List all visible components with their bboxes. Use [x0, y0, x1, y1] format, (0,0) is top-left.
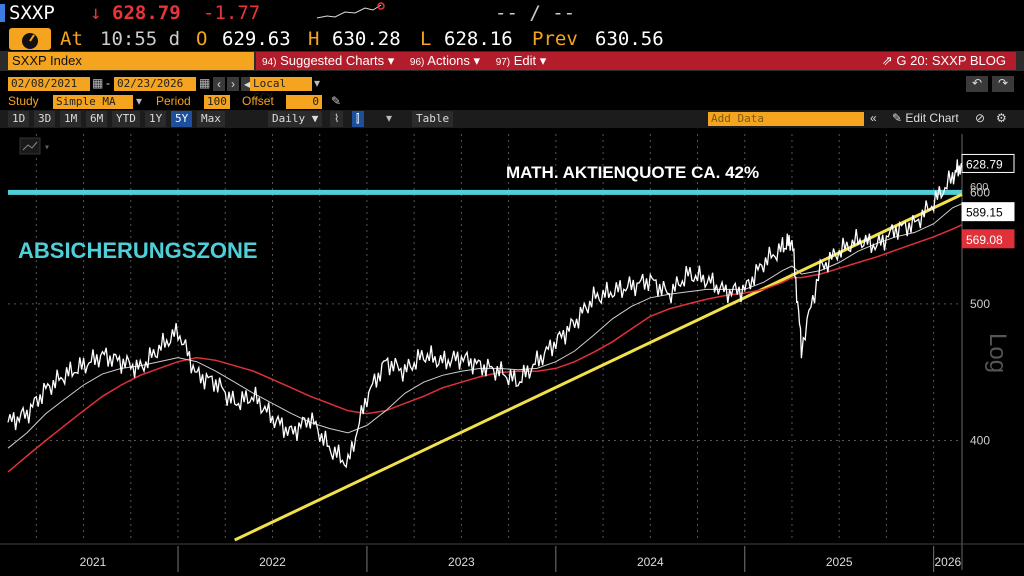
x-tick-label: 2025: [826, 555, 853, 569]
suggested-charts-menu[interactable]: 94) Suggested Charts ▾: [262, 53, 395, 68]
edit-chart-button[interactable]: ✎ Edit Chart: [892, 111, 959, 125]
chevron-down-icon[interactable]: ▾: [44, 142, 50, 153]
annotate-icon[interactable]: ⊘: [975, 111, 986, 125]
frequency-select[interactable]: Daily ▼: [268, 111, 323, 127]
external-link-icon: ⇗: [881, 53, 897, 68]
collapse-icon[interactable]: «: [870, 111, 877, 125]
study-select[interactable]: Simple MA: [53, 95, 133, 109]
range-button-3d[interactable]: 3D: [34, 111, 56, 127]
last-value-label: 569.08: [966, 233, 1003, 247]
date-separator: -: [106, 76, 110, 90]
y-tick-label: 600: [970, 185, 990, 199]
at-label: At: [60, 28, 83, 50]
study-label: Study: [8, 94, 39, 108]
zone-annotation: ABSICHERUNGSZONE: [18, 238, 258, 263]
offset-input[interactable]: 0: [286, 95, 322, 109]
calendar-icon[interactable]: ▦: [92, 76, 104, 90]
ticker-marker: [0, 4, 5, 22]
low-label: L: [420, 28, 432, 50]
last-value-box: [961, 153, 1015, 173]
chevron-down-icon[interactable]: ▾: [386, 111, 393, 125]
add-data-input[interactable]: Add Data: [708, 112, 864, 126]
end-date-input[interactable]: 02/23/2026: [114, 77, 196, 91]
gear-icon[interactable]: ⚙: [996, 111, 1007, 125]
gauge-icon[interactable]: [9, 28, 51, 50]
range-button-max[interactable]: Max: [197, 111, 225, 127]
pencil-icon[interactable]: ✎: [331, 94, 342, 108]
chevron-down-icon[interactable]: ▾: [136, 94, 143, 108]
x-tick-label: 2023: [448, 555, 475, 569]
series-price: [7, 159, 963, 469]
price-change: -1.77: [203, 2, 261, 24]
start-date-input[interactable]: 02/08/2021: [8, 77, 90, 91]
low-value: 628.16: [444, 28, 513, 50]
last-value-box: [961, 229, 1015, 249]
range-button-1y[interactable]: 1Y: [145, 111, 167, 127]
x-tick-label: 2024: [637, 555, 664, 569]
last-value-label: 589.15: [966, 206, 1003, 220]
quote-detail-row: At 10:55 d O 629.63 H 630.28 L 628.16 Pr…: [0, 27, 1024, 51]
high-value: 630.28: [332, 28, 401, 50]
x-tick-label: 2021: [80, 555, 107, 569]
y-axis-label: Log: [984, 333, 1011, 373]
y-tick-label: 500: [970, 297, 990, 311]
last-value-box: [961, 202, 1015, 222]
quote-header: SXXP ↓ 628.79 -1.77 -- / --: [0, 0, 1024, 26]
grid: [0, 134, 1024, 570]
range-button-6m[interactable]: 6M: [86, 111, 108, 127]
period-input[interactable]: 100: [204, 95, 230, 109]
y-tick-label: 400: [970, 434, 990, 448]
open-label: O: [196, 28, 208, 50]
line-chart-icon[interactable]: ⌇: [330, 111, 344, 127]
y-tick-label: 600: [970, 181, 988, 193]
next-period-icon[interactable]: ›: [227, 77, 239, 91]
math-annotation: MATH. AKTIENQUOTE CA. 42%: [506, 163, 759, 182]
sparkline-icon: [316, 2, 385, 19]
down-arrow-icon: ↓: [90, 2, 102, 24]
high-label: H: [308, 28, 320, 50]
trendline: [234, 193, 963, 542]
prev-label: Prev: [532, 28, 578, 50]
range-button-1d[interactable]: 1D: [8, 111, 30, 127]
undo-icon[interactable]: ↶: [966, 76, 988, 92]
action-bar: 94) Suggested Charts ▾ 96) Actions ▾ 97)…: [256, 52, 1016, 70]
period-label: Period: [156, 94, 191, 108]
ticker-symbol[interactable]: SXXP: [9, 2, 55, 24]
chevron-down-icon[interactable]: ▾: [314, 76, 321, 90]
security-name[interactable]: SXXP Index: [8, 52, 254, 70]
redo-icon[interactable]: ↷: [992, 76, 1014, 92]
table-button[interactable]: Table: [412, 111, 454, 127]
bid-ask: -- / --: [495, 2, 576, 24]
range-button-5y[interactable]: 5Y: [171, 111, 193, 127]
bar-chart-icon[interactable]: ⫿: [352, 111, 364, 127]
series-ma-short: [7, 203, 963, 449]
last-value-label: 628.79: [966, 157, 1003, 171]
open-value: 629.63: [222, 28, 291, 50]
offset-label: Offset: [242, 94, 274, 108]
range-button-1m[interactable]: 1M: [60, 111, 82, 127]
pencil-icon: ✎: [892, 111, 906, 125]
actions-menu[interactable]: 96) Actions ▾: [409, 53, 481, 68]
range-button-ytd[interactable]: YTD: [112, 111, 140, 127]
study-controls: Study Simple MA ▾ Period 100 Offset 0 ✎: [8, 94, 368, 110]
blog-link[interactable]: ⇗ G 20: SXXP BLOG: [881, 53, 1006, 68]
prev-value: 630.56: [595, 28, 664, 50]
quote-time: 10:55 d: [100, 28, 181, 50]
price-chart[interactable]: ▾ 400 500 600 Log 628.79 589.15 569.08 600 2021…: [0, 128, 1024, 576]
x-tick-label: 2022: [259, 555, 286, 569]
last-price: 628.79: [112, 2, 181, 24]
calendar-icon[interactable]: ▦: [199, 76, 211, 90]
date-controls: 02/08/2021 ▦ - 02/23/2026 ▦ ‹ › ◂ Local …: [8, 76, 1018, 104]
x-tick-label: 2026: [934, 555, 961, 569]
prev-period-icon[interactable]: ‹: [213, 77, 225, 91]
edit-menu[interactable]: 97) Edit ▾: [495, 53, 547, 68]
currency-select[interactable]: Local CCY: [250, 77, 312, 104]
